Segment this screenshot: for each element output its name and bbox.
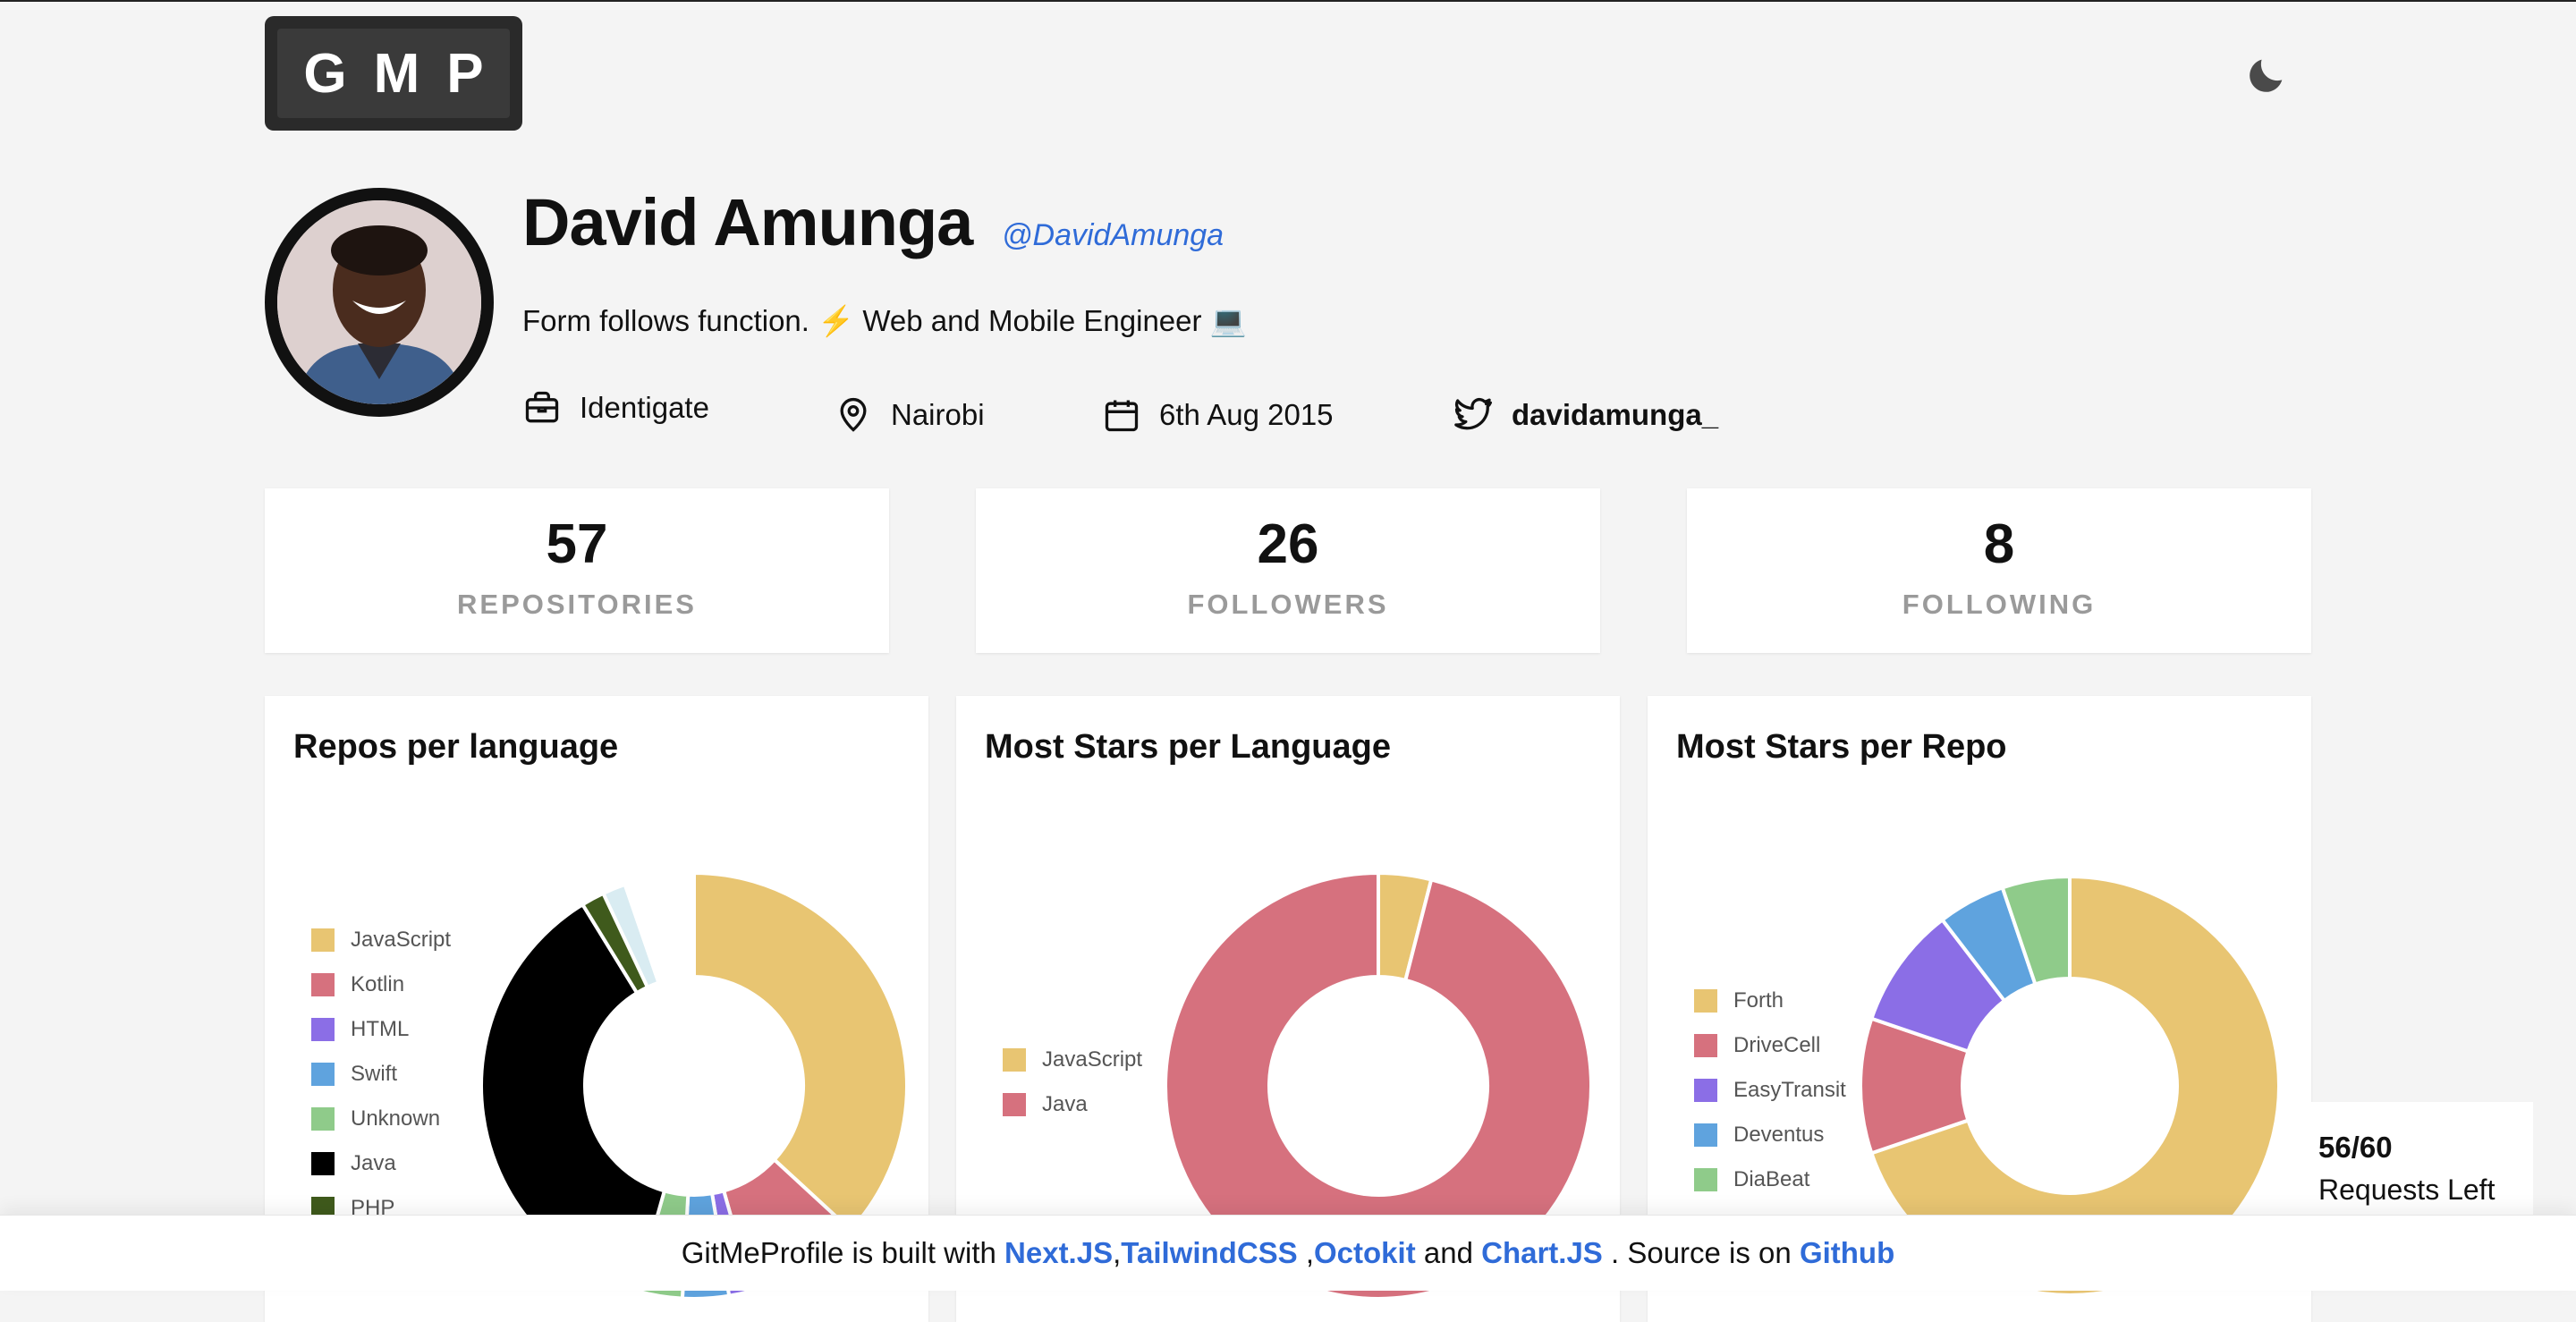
legend-label: Kotlin <box>351 972 405 996</box>
github-link[interactable]: Github <box>1799 1236 1895 1269</box>
legend-label: JavaScript <box>1042 1047 1143 1072</box>
footer: GitMeProfile is built with Next.JS , Tai… <box>0 1215 2576 1291</box>
joined-info: 6th Aug 2015 <box>1102 395 1334 435</box>
legend-item[interactable]: DriveCell <box>1694 1023 1846 1068</box>
logo[interactable]: GMP <box>265 16 522 131</box>
legend-item[interactable]: DiaBeat <box>1694 1157 1846 1202</box>
stat-label: FOLLOWERS <box>1187 589 1389 620</box>
rate-limit-count: 56/60 <box>2318 1131 2393 1164</box>
chart-title: Most Stars per Repo <box>1676 728 2007 766</box>
avatar <box>265 188 494 417</box>
octokit-link[interactable]: Octokit <box>1314 1236 1416 1269</box>
twitter-text: davidamunga_ <box>1512 398 1719 431</box>
donut-slice-java[interactable] <box>479 902 667 1293</box>
legend-label: JavaScript <box>351 928 452 952</box>
profile-bio: Form follows function. ⚡ Web and Mobile … <box>522 304 1247 337</box>
legend-label: Java <box>351 1151 396 1175</box>
profile-handle-link[interactable]: @DavidAmunga <box>1002 218 1224 252</box>
avatar-photo <box>277 200 481 404</box>
donut-slice-javascript[interactable] <box>692 870 909 1233</box>
legend-item[interactable]: HTML <box>311 1007 451 1052</box>
logo-text: GMP <box>277 29 510 118</box>
legend-item[interactable]: Java <box>311 1141 451 1186</box>
map-pin-icon <box>840 397 867 432</box>
chart-legend: Forth DriveCell EasyTransit Deventus DiaBeat <box>1694 979 1846 1202</box>
location-info: Nairobi <box>834 395 985 435</box>
twitter-icon <box>1454 397 1492 430</box>
location-text: Nairobi <box>891 398 985 431</box>
tailwindcss-link[interactable]: TailwindCSS <box>1121 1236 1298 1269</box>
donut-chart <box>1164 870 1593 1301</box>
stat-card-following: 8 FOLLOWING <box>1687 488 2311 653</box>
donut-slice-java[interactable] <box>1164 870 1593 1301</box>
legend-swatch <box>311 973 335 996</box>
chart-title: Most Stars per Language <box>985 728 1391 766</box>
legend-item[interactable]: JavaScript <box>1003 1038 1142 1082</box>
legend-label: Swift <box>351 1062 398 1086</box>
rate-limit-badge: 56/60 Requests Left <box>2311 1102 2533 1218</box>
legend-item[interactable]: Kotlin <box>311 962 451 1007</box>
legend-label: DiaBeat <box>1733 1167 1810 1191</box>
legend-swatch <box>311 1152 335 1175</box>
footer-sep: , <box>1113 1236 1122 1269</box>
legend-swatch <box>311 928 335 952</box>
chartjs-link[interactable]: Chart.JS <box>1481 1236 1603 1269</box>
chart-legend: JavaScript Java <box>1003 1038 1142 1127</box>
footer-sep: . Source is on <box>1602 1236 1800 1269</box>
theme-toggle-button[interactable] <box>2243 52 2290 98</box>
stat-value: 8 <box>1983 513 2015 575</box>
legend-label: Java <box>1042 1092 1088 1116</box>
profile-name: David Amunga <box>522 185 973 259</box>
legend-label: DriveCell <box>1733 1033 1821 1057</box>
stat-card-followers: 26 FOLLOWERS <box>976 488 1600 653</box>
top-border <box>0 0 2576 2</box>
legend-swatch <box>1694 1168 1717 1191</box>
legend-swatch <box>311 1018 335 1041</box>
legend-item[interactable]: Swift <box>311 1052 451 1097</box>
company-text: Identigate <box>580 391 709 424</box>
chart-title: Repos per language <box>293 728 619 766</box>
twitter-link[interactable]: davidamunga_ <box>1454 395 1718 435</box>
briefcase-icon <box>525 391 559 423</box>
legend-label: Unknown <box>351 1106 441 1131</box>
legend-item[interactable]: Unknown <box>311 1097 451 1141</box>
legend-swatch <box>1003 1048 1026 1072</box>
legend-swatch <box>1694 1123 1717 1147</box>
legend-swatch <box>1003 1093 1026 1116</box>
donut-slice-diabeat[interactable] <box>2000 874 2072 987</box>
donut-slice-other[interactable] <box>623 870 696 986</box>
stat-value: 26 <box>1257 513 1319 575</box>
legend-swatch <box>1694 1079 1717 1102</box>
legend-swatch <box>1694 1034 1717 1057</box>
moon-icon <box>2250 59 2283 92</box>
legend-item[interactable]: JavaScript <box>311 918 451 962</box>
stat-card-repositories: 57 REPOSITORIES <box>265 488 889 653</box>
joined-text: 6th Aug 2015 <box>1159 398 1334 431</box>
stat-label: REPOSITORIES <box>457 589 697 620</box>
legend-label: Forth <box>1733 988 1784 1013</box>
legend-label: HTML <box>351 1017 410 1041</box>
legend-swatch <box>311 1107 335 1131</box>
stat-value: 57 <box>546 513 608 575</box>
legend-item[interactable]: EasyTransit <box>1694 1068 1846 1113</box>
rate-limit-label: Requests Left <box>2318 1174 2496 1206</box>
legend-label: Deventus <box>1733 1123 1825 1147</box>
chart-legend: JavaScript Kotlin HTML Swift Unknown Java PHP <box>311 918 451 1231</box>
nextjs-link[interactable]: Next.JS <box>1004 1236 1114 1269</box>
company-info: Identigate <box>522 388 709 428</box>
stat-label: FOLLOWING <box>1902 589 2097 620</box>
calendar-icon <box>1105 400 1139 432</box>
legend-swatch <box>311 1063 335 1086</box>
footer-prefix: GitMeProfile is built with <box>681 1236 1005 1269</box>
legend-label: EasyTransit <box>1733 1078 1846 1102</box>
legend-swatch <box>1694 989 1717 1013</box>
footer-sep: , <box>1297 1236 1315 1269</box>
footer-sep: and <box>1415 1236 1482 1269</box>
legend-item[interactable]: Deventus <box>1694 1113 1846 1157</box>
legend-item[interactable]: Java <box>1003 1082 1142 1127</box>
legend-item[interactable]: Forth <box>1694 979 1846 1023</box>
donut-chart <box>1860 874 2281 1297</box>
